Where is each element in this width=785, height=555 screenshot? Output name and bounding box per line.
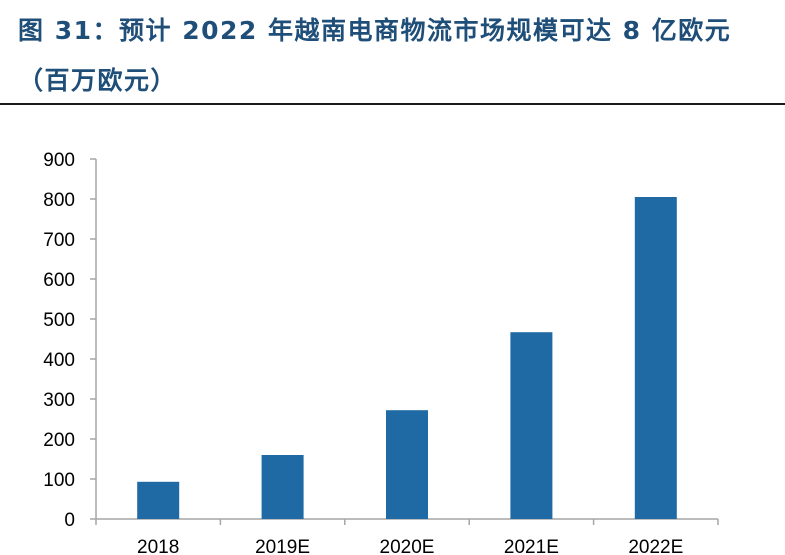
title-divider — [0, 103, 785, 105]
x-tick-label: 2021E — [504, 537, 559, 555]
y-tick-label: 700 — [43, 230, 75, 251]
y-tick-label: 200 — [43, 430, 75, 451]
y-tick-label: 100 — [43, 470, 75, 491]
figure-title: 图 31：预计 2022 年越南电商物流市场规模可达 8 亿欧元（百万欧元） — [18, 16, 732, 95]
bar-2021E — [510, 332, 553, 519]
x-tick-label: 2018 — [137, 537, 179, 555]
bar-2018 — [137, 481, 180, 519]
y-tick-labels: 0 100 200 300 400 500 600 700 800 900 — [43, 150, 75, 531]
y-tick-label: 900 — [43, 150, 75, 171]
x-tick-label: 2020E — [380, 537, 435, 555]
y-tick-label: 300 — [43, 390, 75, 411]
bar-2020E — [386, 410, 428, 519]
bar-2022E — [634, 197, 677, 519]
y-tick-label: 600 — [43, 270, 75, 291]
y-tick-label: 800 — [43, 190, 75, 211]
y-tick-label: 400 — [43, 350, 75, 371]
chart-bars — [137, 197, 677, 519]
x-tick-labels: 2018 2019E 2020E 2021E 2022E — [137, 537, 683, 555]
y-tick-label: 500 — [43, 310, 75, 331]
y-tick-label: 0 — [64, 510, 75, 531]
x-tick-label: 2022E — [628, 537, 683, 555]
x-tick-label: 2019E — [255, 537, 310, 555]
bar-2019E — [261, 455, 304, 519]
